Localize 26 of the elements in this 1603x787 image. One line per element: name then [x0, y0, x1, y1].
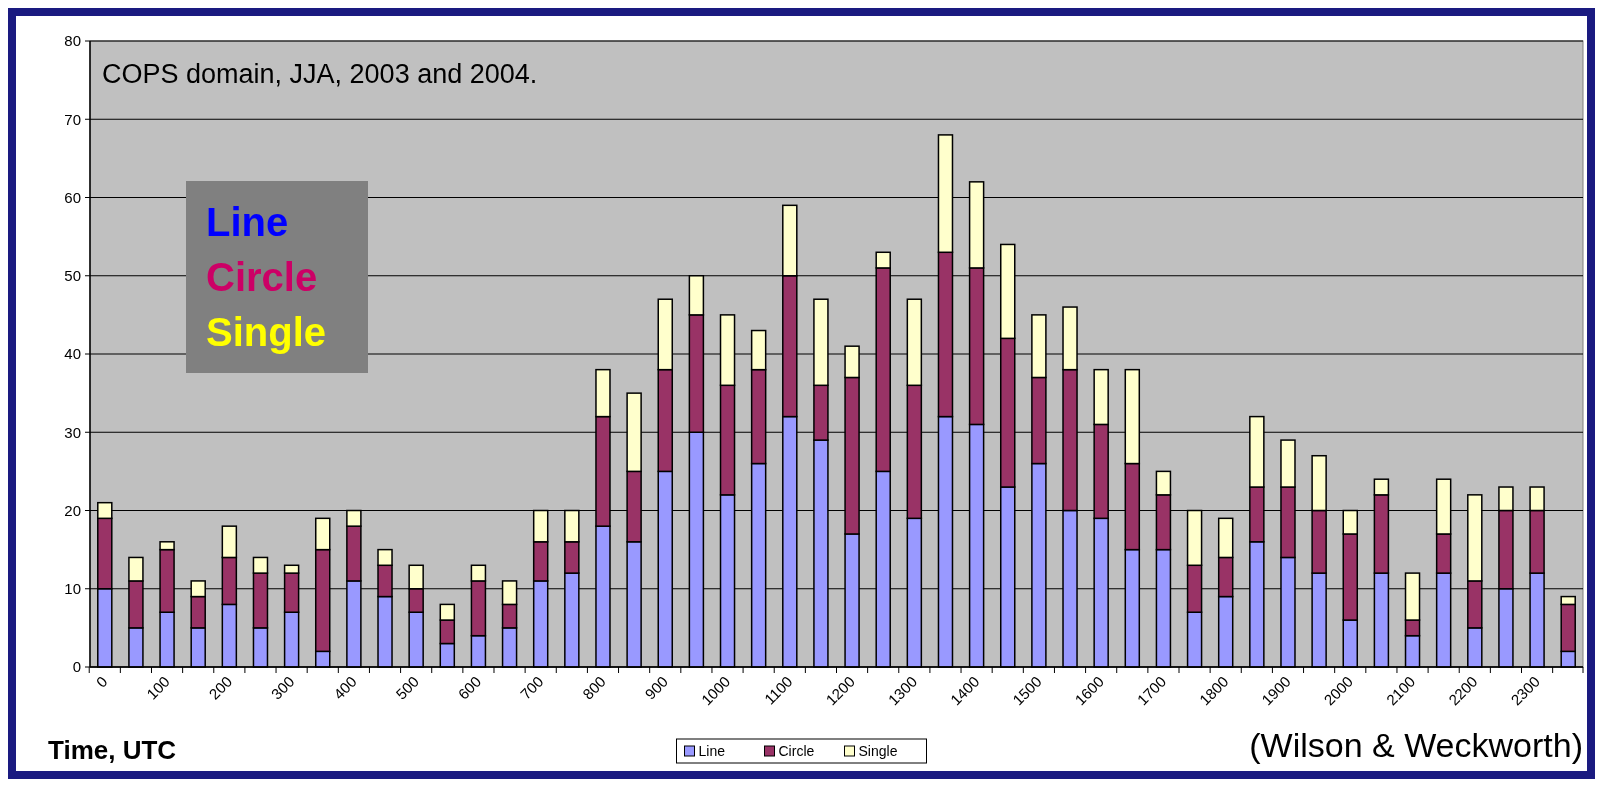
y-tick-label: 60	[64, 188, 81, 206]
annotation: COPS domain, JJA, 2003 and 2004.	[102, 59, 538, 89]
x-tick-label: 300	[267, 672, 298, 703]
x-tick-label: 700	[516, 672, 547, 703]
x-tick-label: 500	[392, 672, 422, 703]
y-tick-label: 50	[64, 267, 81, 284]
y-tick-label: 0	[72, 658, 81, 676]
legend-label: Line	[698, 742, 726, 759]
y-tick-label: 20	[64, 501, 81, 519]
y-tick-label: 70	[64, 110, 81, 128]
legend-label: Single	[858, 742, 898, 759]
x-tick-label: 0	[92, 672, 111, 691]
y-tick-label: 40	[64, 345, 81, 363]
y-tick-label: 30	[64, 423, 81, 441]
x-tick-label: 200	[205, 672, 236, 703]
legend-label: Circle	[778, 742, 815, 759]
x-axis-title: Time, UTC	[48, 735, 177, 765]
series-name-box: Line Circle Single	[186, 181, 368, 373]
x-tick-label: 600	[454, 672, 485, 703]
text: (Wilson & Weckworth)	[1249, 726, 1583, 764]
x-tick-label: 800	[579, 672, 609, 703]
y-tick-label: 10	[64, 580, 81, 597]
y-tick-label: 80	[64, 32, 81, 50]
x-tick-label: 900	[641, 672, 672, 703]
x-tick-label: 100	[143, 672, 173, 703]
x-tick-label: 400	[330, 672, 360, 703]
